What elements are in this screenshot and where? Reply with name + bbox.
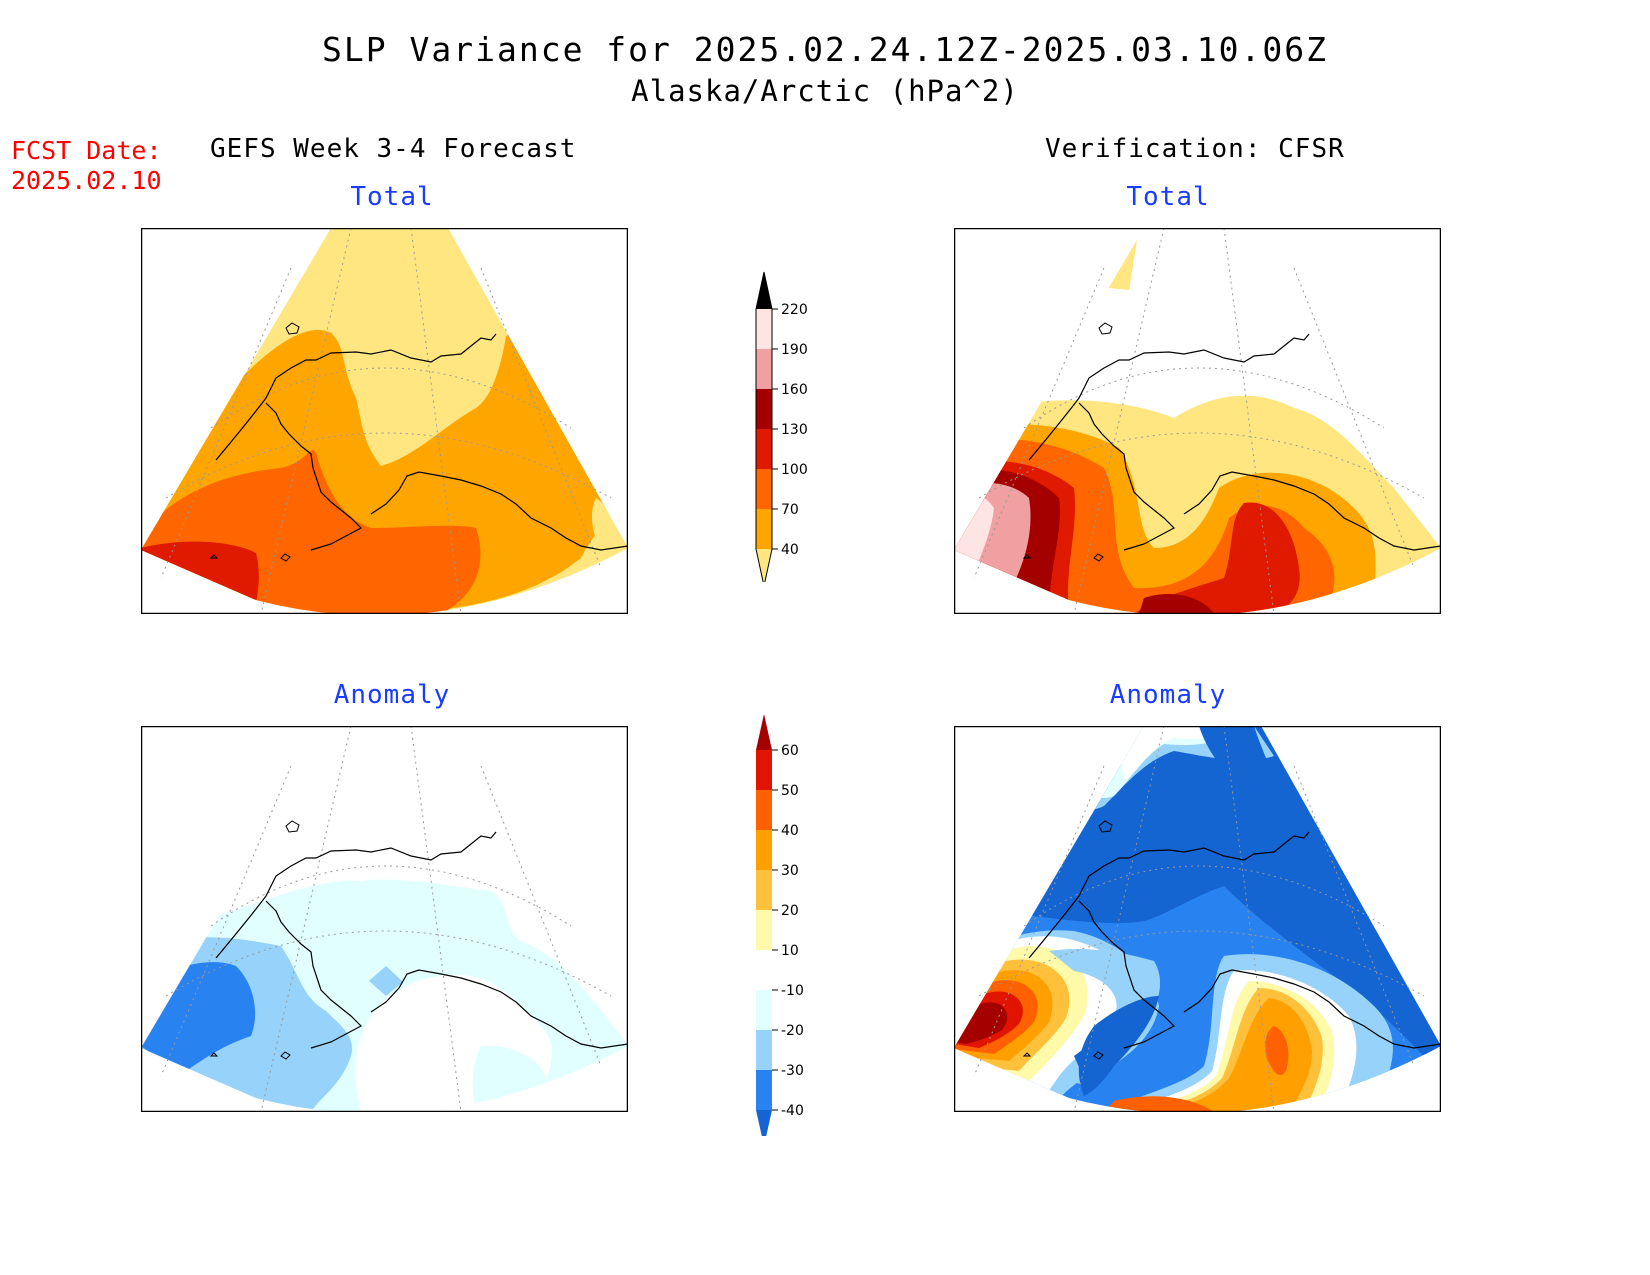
fcst-date: 2025.02.10	[11, 166, 162, 195]
map-verification-total	[954, 228, 1441, 614]
panel-title-forecast-anomaly: Anomaly	[333, 680, 451, 710]
colorbar-label: 40	[781, 823, 799, 839]
map-forecast-total	[141, 228, 628, 614]
colorbar-segment	[756, 750, 772, 790]
figure-title: SLP Variance for 2025.02.24.12Z-2025.03.…	[322, 30, 1328, 69]
colorbar-label: -40	[781, 1103, 804, 1119]
colorbar-segment	[756, 549, 772, 582]
colorbar-segment	[756, 910, 772, 950]
colorbar-label: 20	[781, 903, 799, 919]
map-verification-anomaly	[954, 726, 1441, 1112]
colorbar-label: -30	[781, 1063, 804, 1079]
colorbar-segment	[756, 870, 772, 910]
colorbar-label: 160	[781, 382, 808, 398]
colorbar-label: -10	[781, 983, 804, 999]
fcst-label: FCST Date:	[11, 136, 162, 165]
colorbar-label: 40	[781, 542, 799, 558]
colorbar-label: 30	[781, 863, 799, 879]
colorbar-segment	[756, 830, 772, 870]
colorbar-segment	[756, 509, 772, 549]
colorbar-segment	[756, 469, 772, 509]
figure-subtitle: Alaska/Arctic (hPa^2)	[631, 74, 1019, 108]
colorbar-segment	[756, 429, 772, 469]
colorbar-segment	[756, 1070, 772, 1110]
colorbar-segment	[756, 790, 772, 830]
colorbar-segment	[756, 950, 772, 990]
colorbar-segment	[756, 990, 772, 1030]
colorbar-label: 70	[781, 502, 799, 518]
colorbar-label: 190	[781, 342, 808, 358]
fcst-date-block: FCST Date: 2025.02.10	[11, 136, 162, 196]
right-column-title: Verification: CFSR	[1045, 134, 1345, 164]
colorbar-segment	[756, 272, 772, 309]
panel-title-forecast-total: Total	[350, 182, 434, 212]
colorbar-label: 50	[781, 783, 799, 799]
colorbar-anomaly: -40 -30 -20 -10 10 20 30 40 50 60	[756, 714, 804, 1136]
left-column-title: GEFS Week 3-4 Forecast	[210, 134, 577, 164]
colorbar-label: 10	[781, 943, 799, 959]
colorbar-total: 40 70 100 130 160 190 220	[755, 271, 808, 582]
colorbar-label: 130	[781, 422, 808, 438]
colorbar-segment	[756, 349, 772, 389]
colorbar-label: -20	[781, 1023, 804, 1039]
colorbar-segment	[756, 1110, 772, 1136]
panel-title-verification-anomaly: Anomaly	[1109, 680, 1227, 710]
colorbar-label: 100	[781, 462, 808, 478]
map-forecast-anomaly	[141, 726, 628, 1112]
panel-title-verification-total: Total	[1126, 182, 1210, 212]
colorbar-segment	[756, 714, 772, 750]
colorbar-label: 60	[781, 743, 799, 759]
colorbar-label: 220	[781, 302, 808, 318]
colorbar-segment	[756, 389, 772, 429]
colorbar-segment	[756, 1030, 772, 1070]
colorbar-segment	[756, 309, 772, 349]
